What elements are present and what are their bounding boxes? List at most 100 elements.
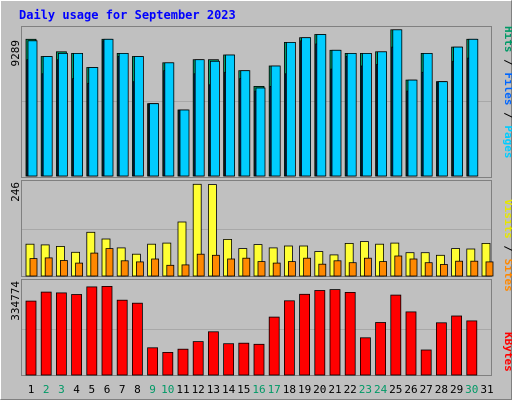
- kbytes-panel-frame: [21, 279, 492, 376]
- kbytes-legend: KBytes: [502, 332, 512, 372]
- pages-bar-9: [149, 103, 160, 177]
- pages-bar-8: [133, 56, 144, 177]
- sites-bar-12: [196, 253, 205, 277]
- pages-bar-15: [240, 70, 251, 177]
- sites-bar-27: [424, 262, 433, 277]
- kbytes-y-max-label: 334774: [9, 281, 22, 321]
- legend-files: Files: [502, 72, 512, 105]
- kbytes-bar-15: [238, 342, 250, 376]
- sites-bar-1: [29, 258, 38, 277]
- sites-bar-21: [333, 260, 342, 277]
- sites-bar-6: [105, 248, 114, 277]
- sites-bar-26: [409, 258, 418, 277]
- sites-bar-14: [227, 258, 236, 277]
- legend-sep-2: /: [502, 106, 512, 126]
- hits-bars: [25, 29, 479, 177]
- pages-bar-12: [194, 59, 205, 177]
- pages-bar-19: [301, 37, 312, 177]
- x-label-day-29: 29: [450, 383, 463, 396]
- hits-panel: 9289 Hits / Files / Pages: [9, 26, 512, 178]
- x-label-day-27: 27: [420, 383, 433, 396]
- sites-bar-30: [470, 260, 479, 277]
- x-label-day-25: 25: [389, 383, 402, 396]
- x-label-day-16: 16: [252, 383, 265, 396]
- pages-bar-20: [316, 34, 327, 177]
- pages-bar-1: [27, 40, 38, 177]
- pages-bar-7: [118, 53, 129, 177]
- sites-bar-15: [242, 257, 251, 277]
- x-label-day-17: 17: [268, 383, 281, 396]
- kbytes-bar-10: [162, 351, 174, 376]
- sites-bar-11: [181, 264, 190, 277]
- visits-panel: 246 Visits / Sites: [9, 180, 512, 292]
- x-label-day-19: 19: [298, 383, 311, 396]
- kbytes-bars: [25, 285, 478, 376]
- x-label-day-20: 20: [313, 383, 326, 396]
- sites-bar-7: [120, 260, 129, 277]
- x-label-day-5: 5: [88, 383, 95, 396]
- svg-text:Hits / Files / Pages: Hits / Files / Pages: [502, 26, 512, 159]
- pages-bar-21: [331, 49, 342, 177]
- sites-bar-17: [272, 262, 281, 277]
- x-label-day-13: 13: [207, 383, 220, 396]
- pages-bar-6: [103, 38, 114, 177]
- pages-bar-17: [270, 65, 281, 177]
- kbytes-bar-9: [147, 347, 159, 376]
- pages-bar-24: [377, 51, 388, 177]
- kbytes-bar-18: [283, 300, 295, 376]
- pages-bar-25: [392, 29, 403, 177]
- pages-bar-5: [88, 67, 99, 177]
- kbytes-bar-12: [192, 341, 204, 376]
- pages-bar-14: [225, 54, 236, 177]
- x-label-day-21: 21: [328, 383, 341, 396]
- pages-bar-11: [179, 109, 190, 177]
- pages-bar-30: [468, 38, 479, 177]
- chart-title: Daily usage for September 2023: [19, 8, 236, 22]
- x-label-day-22: 22: [344, 383, 357, 396]
- kbytes-bar-16: [253, 343, 265, 376]
- legend-sites: Sites: [502, 259, 512, 292]
- x-label-day-9: 9: [149, 383, 156, 396]
- x-label-day-3: 3: [58, 383, 65, 396]
- legend-pages: Pages: [502, 125, 512, 158]
- kbytes-panel: 334774 KBytes: [9, 279, 512, 376]
- pages-bar-27: [422, 53, 433, 177]
- pages-bar-3: [58, 53, 68, 177]
- sites-bar-25: [394, 255, 403, 277]
- x-label-day-6: 6: [104, 383, 111, 396]
- kbytes-bar-4: [71, 294, 82, 376]
- pages-bar-22: [346, 53, 357, 177]
- kbytes-bar-14: [223, 343, 235, 376]
- kbytes-bar-20: [314, 290, 326, 376]
- x-label-day-30: 30: [465, 383, 478, 396]
- sites-bar-22: [348, 262, 357, 277]
- pages-bar-23: [361, 53, 372, 177]
- sites-bar-2: [44, 257, 53, 277]
- sites-bar-16: [257, 261, 266, 277]
- sites-bar-5: [90, 252, 99, 277]
- sites-bar-8: [135, 261, 144, 277]
- x-label-day-14: 14: [222, 383, 236, 396]
- sites-bar-23: [363, 257, 372, 277]
- pages-bar-10: [164, 62, 175, 177]
- kbytes-bar-29: [451, 315, 463, 376]
- svg-text:KBytes: KBytes: [502, 332, 512, 372]
- x-label-day-26: 26: [404, 383, 417, 396]
- x-label-day-15: 15: [237, 383, 250, 396]
- kbytes-bar-24: [375, 322, 387, 376]
- pages-bar-28: [437, 81, 448, 177]
- sites-bar-24: [379, 261, 388, 277]
- x-axis-labels: 1 2 3 4 5 6 7 8 9 10 11 12 13 14 15 16 17 18 19 20 21 22 23 24 2…: [28, 383, 494, 396]
- kbytes-bar-17: [268, 316, 280, 376]
- x-label-day-24: 24: [374, 383, 388, 396]
- visits-legend: Visits / Sites: [502, 199, 512, 292]
- kbytes-bar-11: [177, 348, 189, 376]
- pages-bar-2: [42, 56, 53, 177]
- hits-panel-frame: [21, 26, 492, 178]
- kbytes-bar-1: [25, 300, 37, 376]
- x-label-day-8: 8: [134, 383, 141, 396]
- pages-bar-29: [453, 46, 464, 177]
